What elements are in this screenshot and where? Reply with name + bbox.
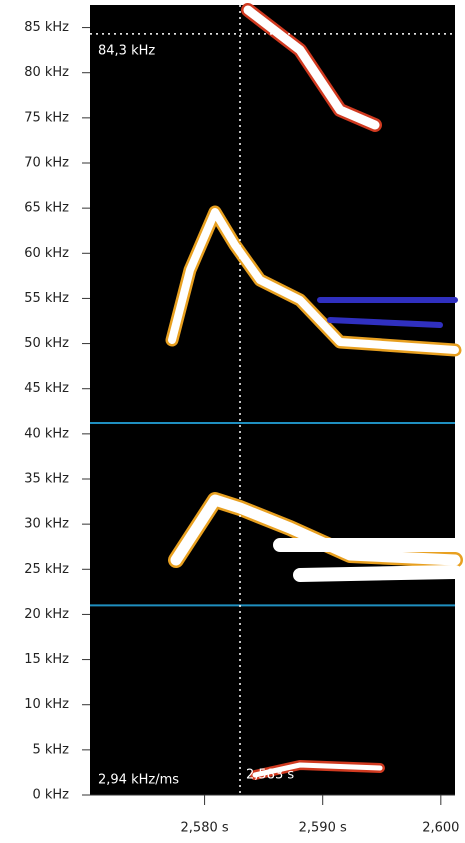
y-tick-label: 5 kHz <box>32 742 69 757</box>
slope-label: 2,94 kHz/ms <box>98 773 179 788</box>
y-tick-label: 50 kHz <box>24 336 69 351</box>
x-tick-label: 2,580 s <box>181 821 229 836</box>
y-tick-label: 75 kHz <box>24 110 69 125</box>
frequency-cursor-label: 84,3 kHz <box>98 43 155 58</box>
y-tick-label: 85 kHz <box>24 20 69 35</box>
plot-area <box>90 5 455 795</box>
y-tick-label: 30 kHz <box>24 517 69 532</box>
calls <box>165 3 463 780</box>
y-tick-label: 45 kHz <box>24 381 69 396</box>
y-tick-label: 25 kHz <box>24 562 69 577</box>
x-tick-label: 2,590 s <box>299 821 347 836</box>
y-tick-label: 60 kHz <box>24 246 69 261</box>
x-tick-label: 2,600 <box>422 821 459 836</box>
y-tick-label: 55 kHz <box>24 291 69 306</box>
y-tick-label: 20 kHz <box>24 607 69 622</box>
call-top-core <box>243 5 380 130</box>
call-harmonic-spread <box>273 538 462 582</box>
y-tick-label: 10 kHz <box>24 697 69 712</box>
call-harmonic-core <box>170 494 461 566</box>
y-tick-label: 0 kHz <box>32 788 69 803</box>
time-cursor-label: 2,583 s <box>246 768 294 783</box>
y-tick-label: 65 kHz <box>24 201 69 216</box>
y-tick-label: 70 kHz <box>24 156 69 171</box>
call-noise <box>317 297 458 328</box>
y-tick-label: 35 kHz <box>24 472 69 487</box>
y-tick-label: 15 kHz <box>24 652 69 667</box>
y-tick-label: 40 kHz <box>24 426 69 441</box>
call-bottom-core <box>252 762 383 778</box>
y-tick-label: 80 kHz <box>24 65 69 80</box>
call-main-core <box>168 208 459 354</box>
